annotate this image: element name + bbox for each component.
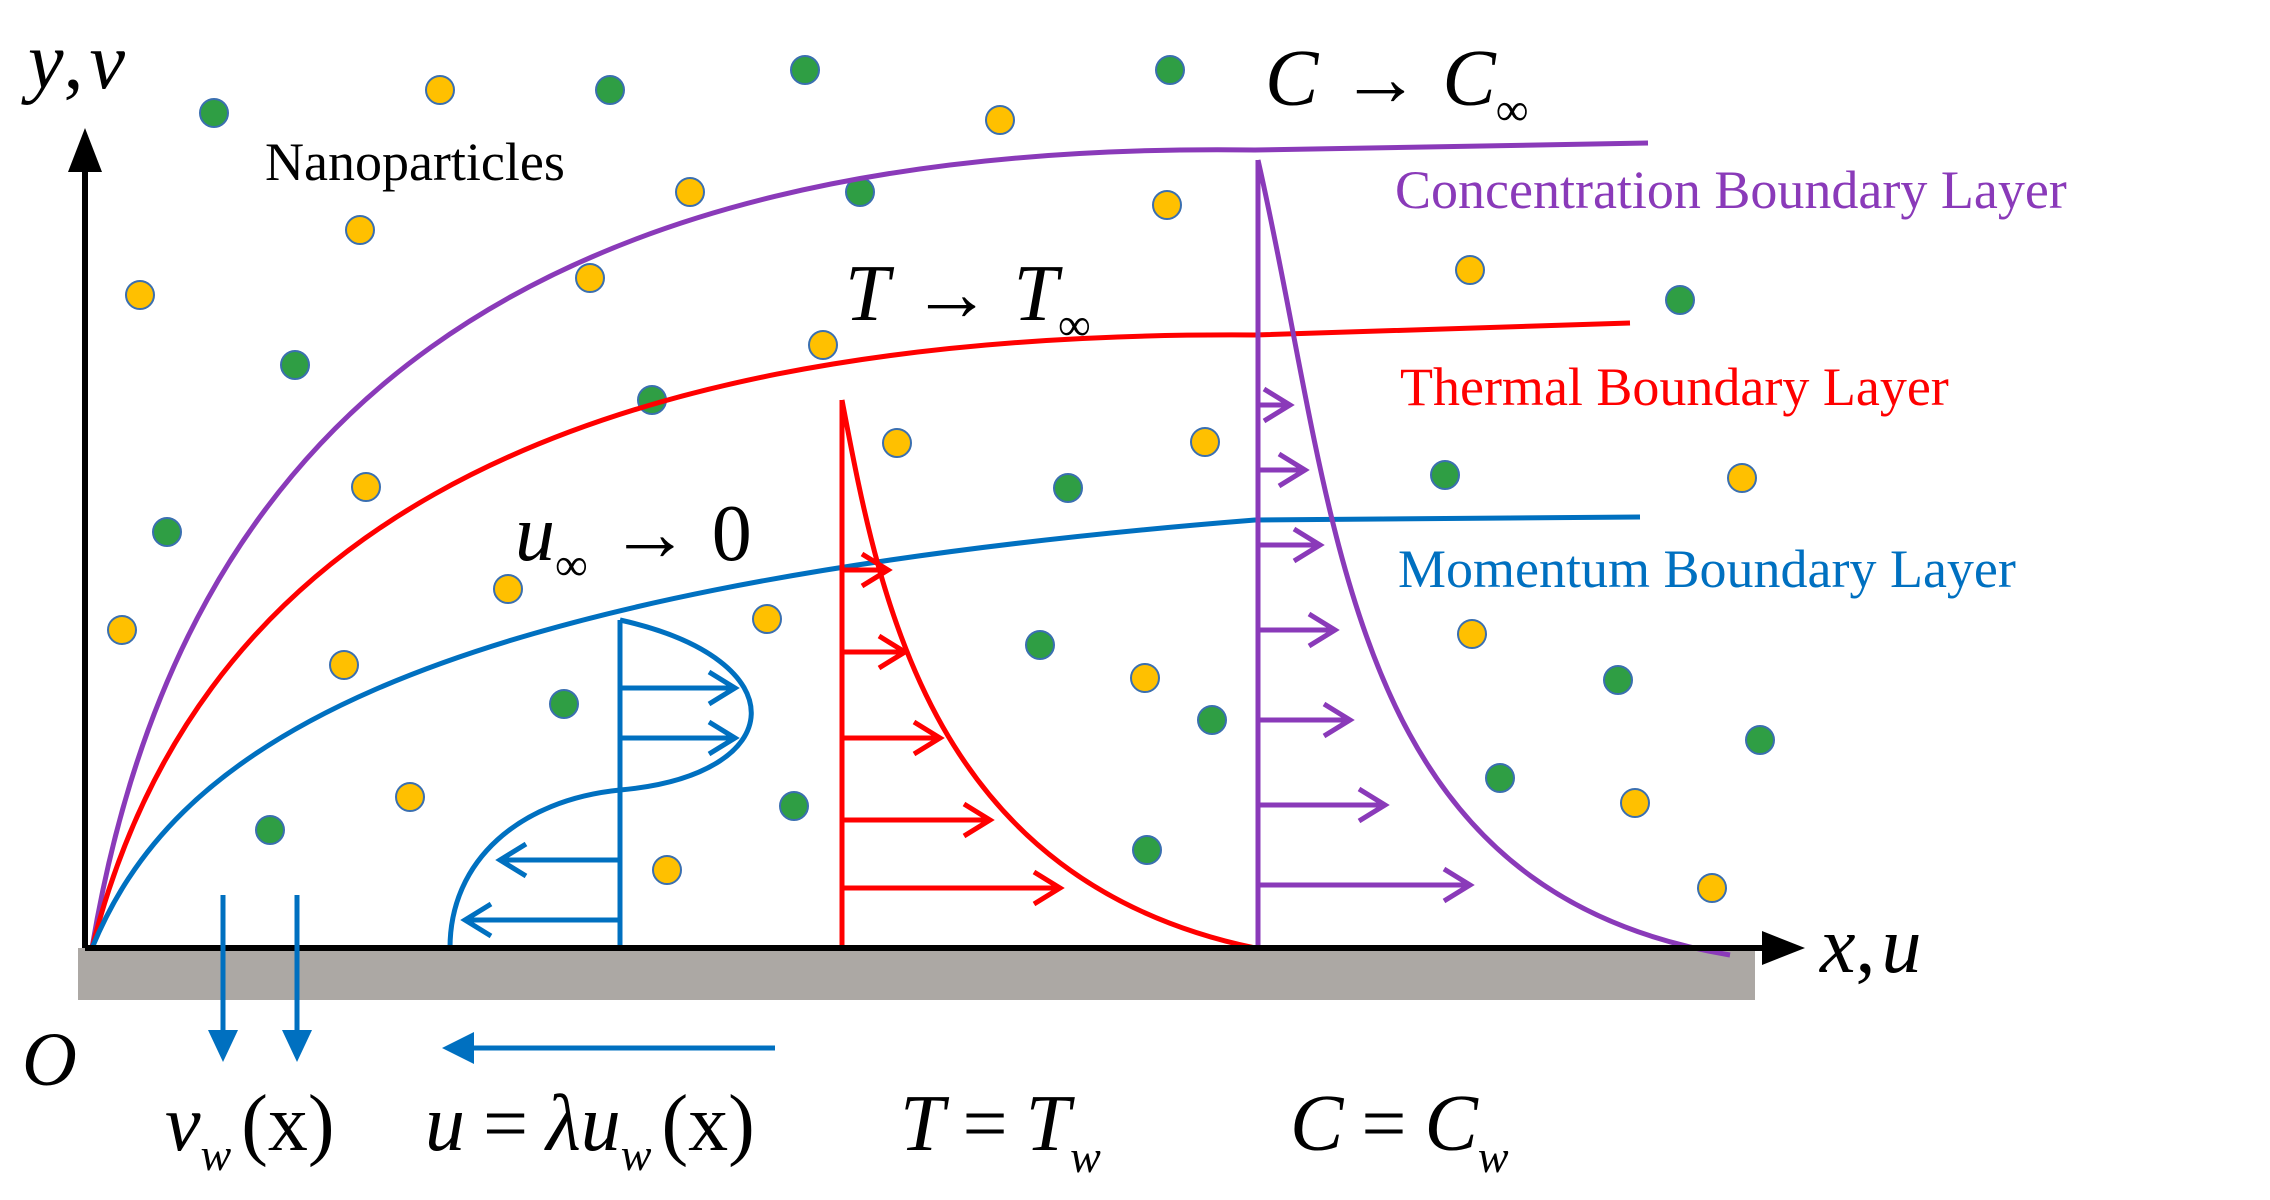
nanoparticles-label: Nanoparticles (265, 132, 565, 192)
yellow-nanoparticle-dot (1457, 619, 1487, 649)
green-nanoparticle-dot (1025, 630, 1055, 660)
temperature-profile (839, 399, 1256, 951)
arrowhead-icon (495, 841, 620, 879)
thermal-layer-label: Thermal Boundary Layer (1400, 357, 1949, 417)
yellow-nanoparticle-dot (1152, 190, 1182, 220)
yellow-nanoparticle-dot (493, 574, 523, 604)
yellow-nanoparticle-dot (652, 855, 682, 885)
temperature-free-stream-condition: T → T∞ (845, 250, 1091, 350)
yellow-nanoparticle-dot (1620, 788, 1650, 818)
x-axis-arrowhead-icon (1762, 931, 1805, 965)
x-axis-label: x,u (1819, 902, 1922, 990)
yellow-nanoparticle-dot (425, 75, 455, 105)
yellow-nanoparticle-dot (329, 650, 359, 680)
yellow-nanoparticle-dot (1697, 873, 1727, 903)
thermal-boundary-curve (89, 320, 1631, 949)
yellow-nanoparticle-dot (808, 330, 838, 360)
concentration-boundary-curve (89, 140, 1649, 949)
arrowhead-icon (842, 869, 1065, 907)
green-nanoparticle-dot (1430, 460, 1460, 490)
velocity-profile (447, 617, 754, 949)
yellow-nanoparticle-dot (1130, 663, 1160, 693)
wall-stretching-arrow (442, 1032, 775, 1064)
suction-velocity-condition: vw (x) (165, 1080, 334, 1180)
green-nanoparticle-dot (549, 689, 579, 719)
arrowhead-icon (1258, 611, 1340, 649)
wall-temperature-condition: T = Tw (900, 1080, 1101, 1182)
green-nanoparticle-dot (255, 815, 285, 845)
nanoparticle-field (107, 55, 1775, 903)
origin-label: O (22, 1018, 77, 1102)
velocity-free-stream-condition: u∞ → 0 (515, 490, 752, 590)
wall-suction-arrows (208, 895, 312, 1062)
yellow-nanoparticle-dot (882, 428, 912, 458)
green-nanoparticle-dot (152, 517, 182, 547)
yellow-nanoparticle-dot (107, 615, 137, 645)
green-nanoparticle-dot (1745, 725, 1775, 755)
green-nanoparticle-dot (779, 791, 809, 821)
yellow-nanoparticle-dot (351, 472, 381, 502)
arrowhead-icon (842, 801, 995, 839)
arrowhead-icon (1258, 386, 1295, 424)
green-nanoparticle-dot (595, 75, 625, 105)
stretching-wall (78, 948, 1755, 1000)
green-nanoparticle-dot (1603, 665, 1633, 695)
stretching-velocity-condition: u = λuw (x) (425, 1080, 755, 1180)
green-nanoparticle-dot (1155, 55, 1185, 85)
yellow-nanoparticle-dot (345, 215, 375, 245)
arrowhead-icon (1258, 451, 1310, 489)
momentum-layer-label: Momentum Boundary Layer (1398, 539, 2016, 599)
concentration-profile (1255, 159, 1731, 958)
arrowhead-icon (842, 719, 945, 757)
momentum-boundary-curve (89, 514, 1641, 949)
concentration-free-stream-condition: C → C∞ (1265, 35, 1529, 135)
arrowhead-icon (620, 719, 740, 757)
yellow-nanoparticle-dot (675, 177, 705, 207)
yellow-nanoparticle-dot (575, 263, 605, 293)
yellow-nanoparticle-dot (752, 604, 782, 634)
yellow-nanoparticle-dot (1190, 427, 1220, 457)
yellow-nanoparticle-dot (395, 782, 425, 812)
yellow-nanoparticle-dot (985, 105, 1015, 135)
arrowhead-icon (842, 551, 893, 589)
green-nanoparticle-dot (199, 98, 229, 128)
yellow-nanoparticle-dot (1455, 255, 1485, 285)
yellow-nanoparticle-dot (1727, 463, 1757, 493)
arrowhead-icon (1258, 701, 1355, 739)
yellow-nanoparticle-dot (125, 280, 155, 310)
green-nanoparticle-dot (1665, 285, 1695, 315)
green-nanoparticle-dot (1132, 835, 1162, 865)
arrowhead-icon (1258, 786, 1390, 824)
green-nanoparticle-dot (790, 55, 820, 85)
wall-concentration-condition: C = Cw (1290, 1080, 1509, 1182)
arrowhead-icon (1258, 526, 1325, 564)
green-nanoparticle-dot (1197, 705, 1227, 735)
arrowhead-icon (842, 633, 910, 671)
green-nanoparticle-dot (1053, 473, 1083, 503)
y-axis-label: y,v (21, 18, 126, 106)
y-axis-arrowhead-icon (68, 128, 102, 172)
arrowhead-icon (1258, 866, 1475, 904)
arrowhead-icon (620, 669, 740, 707)
green-nanoparticle-dot (1485, 763, 1515, 793)
concentration-layer-label: Concentration Boundary Layer (1395, 160, 2067, 220)
green-nanoparticle-dot (280, 350, 310, 380)
arrowhead-icon (460, 901, 620, 939)
